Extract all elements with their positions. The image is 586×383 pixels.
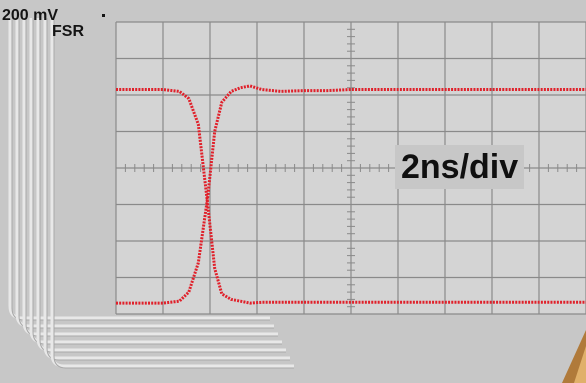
scale-tick-mark [102, 14, 105, 17]
waveform-trace [116, 88, 586, 305]
bus-trace-shadow [46, 18, 290, 361]
vertical-scale-unit: FSR [52, 23, 84, 40]
waveforms [116, 84, 586, 305]
probe-tip [562, 330, 586, 383]
bus-traces [8, 18, 294, 369]
waveform-trace [116, 84, 586, 305]
vertical-scale-value: 200 mV [2, 7, 59, 24]
timebase-label: 2ns/div [395, 145, 525, 189]
bus-trace-shadow [53, 18, 294, 369]
